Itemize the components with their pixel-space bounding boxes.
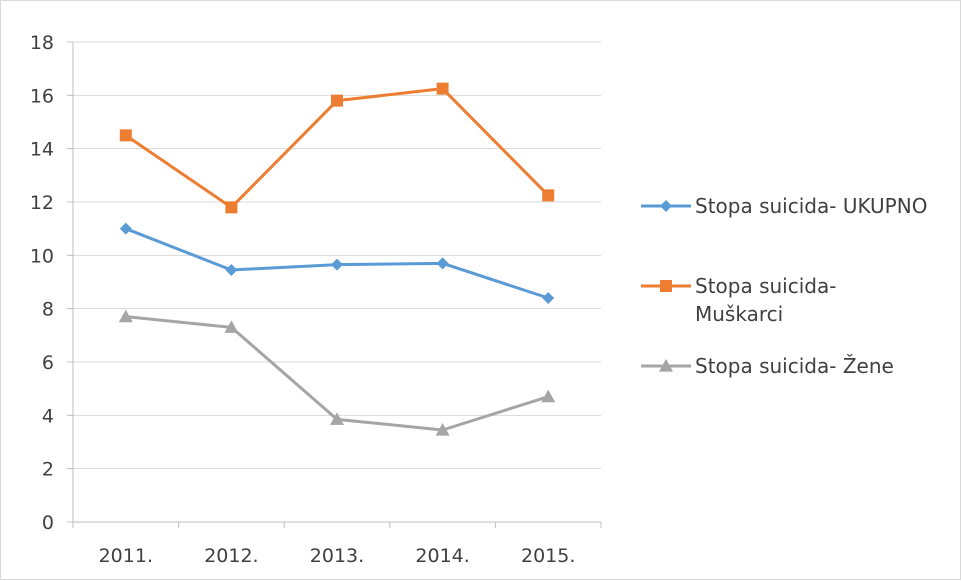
data-point	[118, 309, 133, 323]
legend-marker	[660, 200, 672, 212]
series-3	[118, 309, 556, 436]
data-point	[225, 264, 238, 276]
legend-entry-1: Stopa suicida- UKUPNO	[641, 194, 927, 218]
data-point	[331, 94, 343, 107]
y-tick-label: 18	[30, 32, 54, 54]
y-tick-label: 4	[42, 405, 54, 427]
data-point	[224, 320, 239, 333]
data-point	[542, 189, 555, 202]
legend: Stopa suicida- UKUPNO Stopa suicida- Muška…	[641, 194, 927, 378]
series-2	[119, 82, 555, 214]
data-point	[436, 82, 449, 95]
y-tick-label: 14	[30, 139, 54, 161]
y-tick-label: 6	[42, 352, 54, 374]
legend-label-line: Stopa suicida- Žene	[695, 354, 894, 378]
data-point	[541, 389, 556, 403]
data-point	[330, 412, 344, 425]
series-1	[119, 222, 555, 304]
data-point	[331, 258, 343, 271]
x-tick-label: 2013.	[310, 545, 364, 567]
legend-entry-2: Stopa suicida- Muškarci	[641, 274, 836, 326]
x-tick-label: 2011.	[99, 545, 153, 567]
y-tick-label: 0	[42, 512, 54, 534]
data-point	[119, 222, 132, 235]
y-tick-label: 2	[42, 459, 54, 481]
x-tick-label: 2012.	[204, 545, 258, 567]
legend-entry-3: Stopa suicida- Žene	[641, 354, 894, 378]
data-point	[542, 292, 555, 304]
x-tick-label: 2014.	[415, 545, 469, 567]
series-lines	[118, 82, 556, 436]
legend-label-line: Stopa suicida- UKUPNO	[695, 194, 927, 218]
y-tick-label: 8	[42, 299, 54, 321]
y-tick-label: 16	[30, 85, 54, 107]
gridlines	[73, 41, 601, 470]
axes: 0 2 4 6 8 10 12 14 16 18 2011. 2012. 2013. 2014. 2015.	[30, 32, 602, 567]
legend-label: Stopa suicida- Žene	[695, 354, 894, 378]
x-tick-label: 2015.	[521, 545, 575, 567]
legend-label: Stopa suicida- Muškarci	[695, 274, 836, 326]
y-tick-label: 12	[30, 192, 54, 214]
legend-label: Stopa suicida- UKUPNO	[695, 194, 927, 218]
data-point	[225, 201, 238, 214]
legend-label-line: Muškarci	[695, 302, 783, 326]
legend-marker	[660, 280, 672, 292]
data-point	[436, 257, 449, 270]
data-point	[435, 423, 450, 436]
legend-label-line: Stopa suicida-	[695, 274, 836, 298]
y-tick-label: 10	[30, 245, 54, 267]
legend-marker	[659, 359, 673, 372]
data-point	[119, 129, 132, 142]
